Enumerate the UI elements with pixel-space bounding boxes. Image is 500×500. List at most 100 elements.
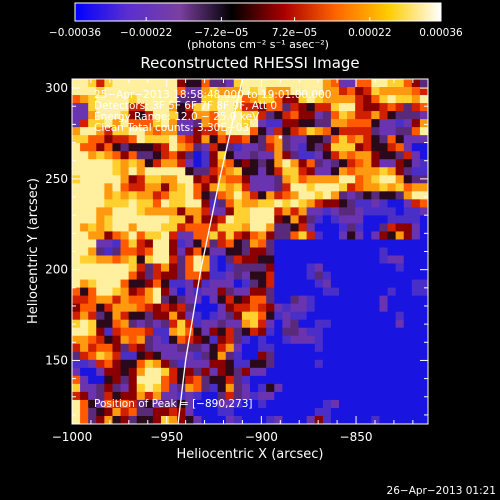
- heatmap-cell: [96, 407, 105, 417]
- heatmap-cell: [104, 223, 113, 232]
- heatmap-cell: [128, 399, 138, 409]
- heatmap-cell: [371, 135, 380, 144]
- heatmap-cell: [355, 111, 364, 120]
- heatmap-cell: [169, 151, 178, 160]
- heatmap-cell: [152, 207, 162, 216]
- heatmap-cell: [395, 191, 405, 200]
- heatmap-cell: [298, 247, 308, 256]
- heatmap-cell: [347, 247, 356, 256]
- heatmap-cell: [298, 343, 308, 353]
- heatmap-cell: [363, 159, 372, 168]
- heatmap-cell: [136, 231, 146, 240]
- heatmap-cell: [209, 271, 219, 280]
- heatmap-cell: [161, 279, 170, 288]
- heatmap-cell: [250, 279, 259, 288]
- heatmap-cell: [282, 351, 291, 361]
- heatmap-cell: [347, 175, 356, 184]
- heatmap-cell: [241, 231, 251, 240]
- heatmap-cell: [112, 263, 121, 272]
- heatmap-cell: [306, 239, 316, 248]
- heatmap-cell: [371, 143, 380, 152]
- heatmap-cell: [347, 375, 356, 385]
- heatmap-cell: [395, 215, 405, 224]
- heatmap-cell: [193, 359, 202, 369]
- heatmap-cell: [355, 239, 364, 248]
- heatmap-cell: [290, 215, 299, 224]
- heatmap-cell: [144, 159, 154, 168]
- heatmap-cell: [241, 127, 251, 136]
- heatmap-cell: [161, 311, 170, 321]
- heatmap-cell: [217, 95, 227, 104]
- heatmap-cell: [322, 263, 332, 272]
- heatmap-cell: [112, 335, 121, 345]
- heatmap-cell: [363, 295, 372, 305]
- heatmap-cell: [266, 183, 275, 192]
- heatmap-cell: [80, 279, 89, 288]
- heatmap-cell: [217, 391, 227, 401]
- heatmap-cell: [225, 143, 235, 152]
- heatmap-cell: [72, 135, 81, 144]
- heatmap-cell: [120, 399, 130, 409]
- heatmap-cell: [347, 119, 356, 128]
- heatmap-cell: [371, 207, 380, 216]
- heatmap-cell: [371, 111, 380, 120]
- heatmap-cell: [177, 79, 186, 88]
- heatmap-cell: [201, 199, 210, 208]
- heatmap-cell: [411, 87, 421, 96]
- heatmap-cell: [290, 167, 299, 176]
- heatmap-cell: [152, 415, 162, 424]
- heatmap-cell: [185, 311, 194, 321]
- heatmap-cell: [120, 375, 130, 385]
- heatmap-cell: [347, 239, 356, 248]
- heatmap-cell: [128, 239, 138, 248]
- heatmap-cell: [282, 287, 291, 297]
- heatmap-cell: [314, 143, 324, 152]
- heatmap-cell: [217, 199, 227, 208]
- heatmap-cell: [355, 295, 364, 305]
- heatmap-cell: [241, 199, 251, 208]
- heatmap-cell: [233, 335, 243, 345]
- heatmap-cell: [161, 247, 170, 256]
- heatmap-cell: [290, 367, 299, 377]
- heatmap-cell: [258, 79, 267, 88]
- heatmap-cell: [403, 327, 413, 337]
- heatmap-cell: [185, 183, 194, 192]
- heatmap-cell: [209, 351, 219, 361]
- heatmap-cell: [330, 399, 340, 409]
- heatmap-cell: [306, 399, 316, 409]
- heatmap-cell: [72, 247, 81, 256]
- heatmap-cell: [152, 359, 162, 369]
- heatmap-cell: [169, 359, 178, 369]
- heatmap-cell: [104, 79, 113, 88]
- heatmap-cell: [169, 375, 178, 385]
- heatmap-cell: [185, 375, 194, 385]
- heatmap-cell: [330, 111, 340, 120]
- heatmap-cell: [241, 223, 251, 232]
- heatmap-cell: [144, 239, 154, 248]
- heatmap-cell: [322, 151, 332, 160]
- heatmap-cell: [201, 407, 210, 417]
- heatmap-cell: [144, 183, 154, 192]
- heatmap-cell: [144, 143, 154, 152]
- heatmap-cell: [88, 151, 97, 160]
- heatmap-cell: [274, 87, 283, 96]
- heatmap-cell: [193, 95, 202, 104]
- heatmap-cell: [306, 87, 316, 96]
- heatmap-cell: [339, 415, 348, 424]
- heatmap-cell: [419, 343, 428, 353]
- heatmap-cell: [250, 199, 259, 208]
- heatmap-cell: [104, 191, 113, 200]
- heatmap-cell: [387, 223, 397, 232]
- heatmap-cell: [266, 255, 275, 264]
- heatmap-cell: [379, 223, 388, 232]
- heatmap-cell: [225, 255, 235, 264]
- heatmap-cell: [88, 383, 97, 393]
- heatmap-cell: [339, 215, 348, 224]
- heatmap-cell: [72, 359, 81, 369]
- heatmap-cell: [120, 271, 130, 280]
- heatmap-cell: [298, 255, 308, 264]
- heatmap-cell: [233, 359, 243, 369]
- heatmap-cell: [258, 175, 267, 184]
- heatmap-cell: [88, 247, 97, 256]
- heatmap-cell: [290, 231, 299, 240]
